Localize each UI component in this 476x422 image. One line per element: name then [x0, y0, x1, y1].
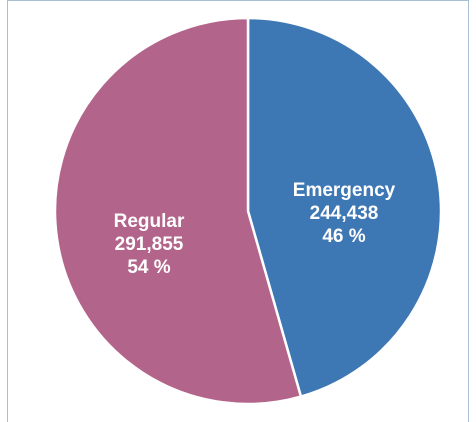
- slice-label-emergency-percent: 46 %: [322, 226, 365, 247]
- slice-label-regular-percent: 54 %: [127, 257, 170, 278]
- slice-label-regular-value: 291,855: [115, 234, 184, 255]
- slice-label-emergency-name: Emergency: [293, 180, 396, 201]
- slice-label-regular-name: Regular: [114, 211, 185, 232]
- slice-label-emergency-value: 244,438: [310, 203, 379, 224]
- pie-slices: [53, 16, 443, 406]
- pie-slice-emergency: [246, 16, 443, 398]
- pie-slice-regular: [53, 16, 303, 406]
